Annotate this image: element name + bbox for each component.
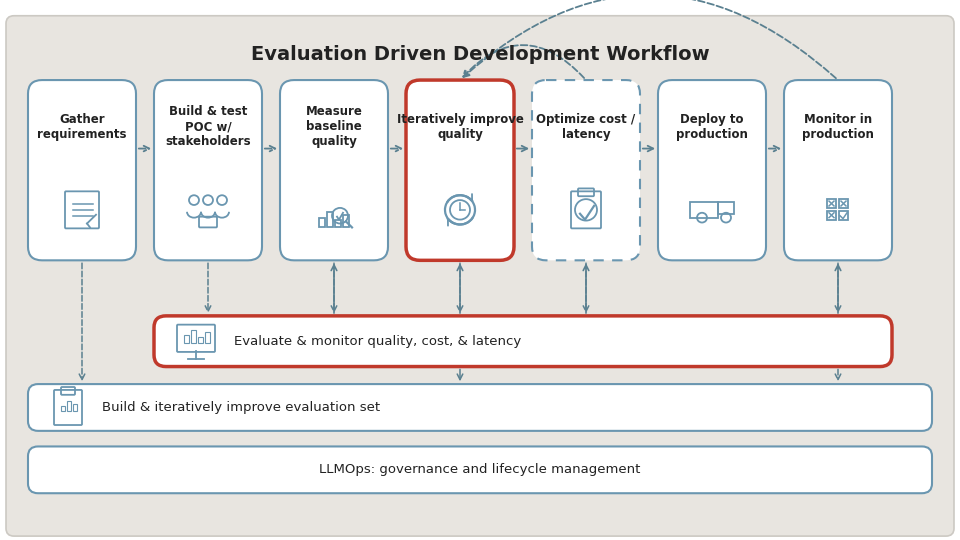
Bar [335,220,341,227]
Bar [718,202,734,214]
Bar [205,333,210,343]
Bar [73,403,77,411]
Bar [827,199,836,208]
Bar [690,202,718,218]
Bar [839,199,848,208]
Text: Monitor in
production: Monitor in production [802,113,874,141]
Text: Measure
baseline
quality: Measure baseline quality [305,105,363,148]
Text: Build & iteratively improve evaluation set: Build & iteratively improve evaluation s… [102,401,380,414]
FancyBboxPatch shape [6,16,954,536]
Bar [191,329,196,343]
FancyBboxPatch shape [658,80,766,260]
Bar [184,335,189,343]
FancyBboxPatch shape [532,80,640,260]
FancyBboxPatch shape [280,80,388,260]
Bar [827,211,836,220]
Bar [61,406,65,411]
Bar [343,215,349,227]
Text: Build & test
POC w/
stakeholders: Build & test POC w/ stakeholders [165,105,251,148]
FancyBboxPatch shape [28,447,932,493]
FancyBboxPatch shape [406,80,514,260]
FancyBboxPatch shape [784,80,892,260]
Text: Optimize cost /
latency: Optimize cost / latency [537,113,636,141]
Text: Gather
requirements: Gather requirements [37,113,127,141]
Bar [67,401,71,411]
Text: Evaluate & monitor quality, cost, & latency: Evaluate & monitor quality, cost, & late… [234,335,521,348]
FancyBboxPatch shape [28,384,932,431]
FancyBboxPatch shape [154,316,892,367]
FancyBboxPatch shape [28,80,136,260]
Text: LLMOps: governance and lifecycle management: LLMOps: governance and lifecycle managem… [320,463,640,476]
Bar [327,212,333,227]
Text: Deploy to
production: Deploy to production [676,113,748,141]
FancyBboxPatch shape [154,80,262,260]
Bar [319,218,325,227]
Text: Iteratively improve
quality: Iteratively improve quality [396,113,523,141]
Text: Evaluation Driven Development Workflow: Evaluation Driven Development Workflow [251,45,709,64]
Bar [839,211,848,220]
Bar [198,338,203,343]
